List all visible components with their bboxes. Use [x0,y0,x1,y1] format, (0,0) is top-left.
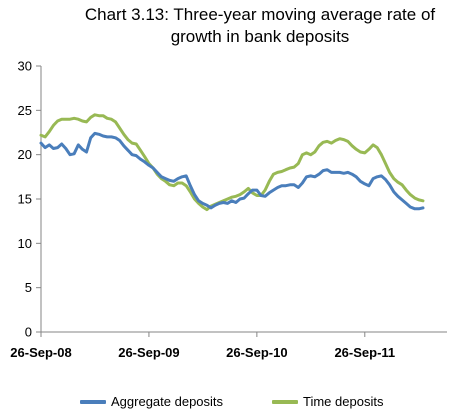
legend-label-aggregate-deposits: Aggregate deposits [111,394,224,409]
x-tick-label: 26-Sep-10 [226,345,287,360]
aggregate-deposits-line [39,131,425,211]
chart-title: Chart 3.13: Three-year moving average ra… [60,4,460,48]
line-chart: 0 5 10 15 20 25 30 26-Sep-08 26-Sep-09 26-Sep-10 2… [10,59,447,360]
legend-item-time-deposits: Time deposits [272,394,383,409]
legend-swatch-time-deposits [272,399,298,404]
y-tick-label: 25 [18,103,32,118]
y-tick-label: 0 [25,325,32,340]
y-tick-label: 15 [18,192,32,207]
x-tick-label: 26-Sep-11 [334,345,395,360]
x-tick-label: 26-Sep-08 [10,345,71,360]
y-tick-label: 10 [18,236,32,251]
time-deposits-line [39,113,425,212]
y-tick-label: 30 [18,59,32,74]
y-tick-label: 5 [25,280,32,295]
chart-title-line-1: Chart 3.13: Three-year moving average ra… [84,5,436,24]
chart-title-line-2: growth in bank deposits [170,27,350,46]
legend-swatch-aggregate-deposits [80,399,106,404]
legend-item-aggregate-deposits: Aggregate deposits [80,394,223,409]
y-tick-label: 20 [18,147,32,162]
chart-legend: Aggregate deposits Time deposits [40,394,460,414]
legend-label-time-deposits: Time deposits [303,394,384,409]
x-tick-label: 26-Sep-09 [118,345,179,360]
